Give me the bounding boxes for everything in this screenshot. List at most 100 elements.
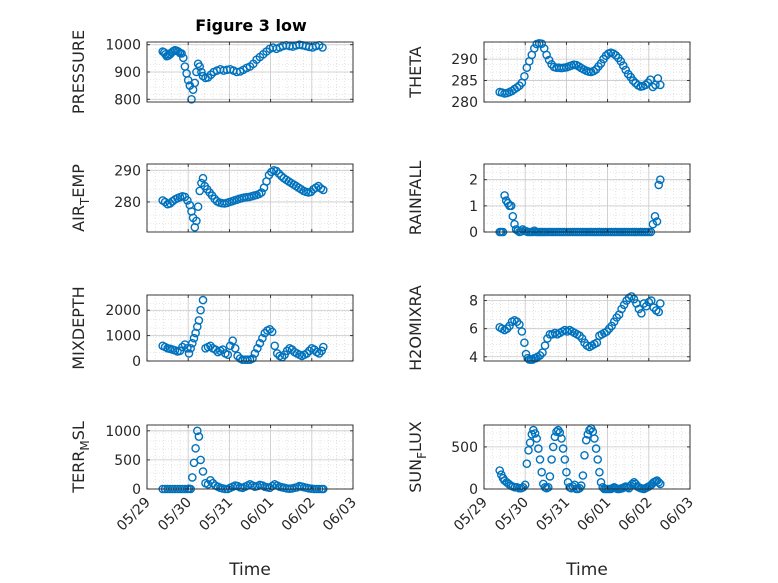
x-tick-label: 05/31 bbox=[196, 495, 236, 535]
data-point bbox=[500, 191, 509, 200]
data-point bbox=[656, 80, 665, 90]
y-axis-label-main: H2OMIXRA bbox=[406, 285, 425, 371]
data-point bbox=[318, 342, 328, 352]
data-point bbox=[609, 317, 619, 327]
data-point bbox=[656, 299, 665, 308]
x-tick-label: 06/02 bbox=[616, 495, 656, 535]
subplot-4: 0 1 2 RAINFALL bbox=[406, 161, 691, 241]
data-point bbox=[520, 72, 529, 81]
y-tick-label: 0 bbox=[132, 354, 141, 370]
y-axis-label: TERRMSL bbox=[69, 421, 92, 494]
data-point bbox=[184, 349, 194, 358]
data-point bbox=[274, 169, 284, 178]
data-point bbox=[547, 455, 556, 464]
data-point bbox=[196, 455, 205, 465]
data-point bbox=[590, 434, 599, 443]
data-point bbox=[223, 350, 233, 360]
data-point bbox=[198, 173, 208, 183]
y-tick-label: 285 bbox=[451, 74, 478, 90]
data-point bbox=[518, 482, 528, 492]
y-axis-label-rest: SL bbox=[69, 421, 88, 440]
data-point bbox=[318, 185, 328, 195]
data-point bbox=[611, 51, 621, 60]
y-tick-label: 290 bbox=[114, 163, 141, 179]
data-point bbox=[557, 434, 566, 443]
y-tick-label: 0 bbox=[132, 482, 141, 498]
y-tick-label: 6 bbox=[469, 322, 478, 338]
data-point bbox=[228, 336, 237, 346]
y-tick-label: 1000 bbox=[105, 38, 141, 54]
data-point bbox=[629, 294, 639, 304]
y-axis-label: PRESSURE bbox=[69, 30, 88, 114]
y-axis-label-main: AIR bbox=[69, 205, 88, 232]
data-point bbox=[525, 438, 535, 448]
data-point bbox=[257, 188, 266, 197]
y-tick-label: 8 bbox=[469, 294, 478, 310]
data-point bbox=[265, 324, 275, 334]
data-point bbox=[595, 467, 604, 477]
data-point bbox=[512, 83, 522, 92]
subplot-5: 0 1000 2000 MIXDEPTH bbox=[69, 286, 354, 370]
data-point bbox=[621, 65, 631, 75]
data-point bbox=[510, 219, 519, 229]
data-point bbox=[560, 455, 570, 464]
y-axis-label-rest: EMP bbox=[69, 164, 88, 198]
data-point bbox=[258, 333, 267, 343]
data-point bbox=[619, 61, 628, 70]
data-point bbox=[314, 349, 324, 358]
data-point bbox=[596, 59, 606, 68]
data-point bbox=[619, 300, 629, 310]
data-point bbox=[652, 217, 662, 226]
data-point bbox=[593, 455, 603, 464]
data-point bbox=[243, 355, 252, 365]
data-point bbox=[641, 80, 650, 90]
data-point bbox=[522, 459, 532, 469]
data-point bbox=[534, 444, 543, 453]
y-axis-label-main: RAINFALL bbox=[406, 161, 425, 236]
y-tick-label: 2 bbox=[469, 173, 478, 189]
data-point bbox=[555, 428, 565, 437]
data-point bbox=[617, 304, 626, 314]
data-point bbox=[306, 187, 316, 197]
y-tick-label: 290 bbox=[451, 52, 478, 68]
data-point bbox=[558, 444, 568, 453]
data-series bbox=[495, 292, 665, 364]
x-axis-label: Time bbox=[565, 560, 608, 580]
data-point bbox=[187, 338, 197, 348]
data-point bbox=[177, 49, 186, 58]
y-axis-label-subscript: F bbox=[415, 452, 429, 459]
data-point bbox=[654, 307, 664, 317]
data-point bbox=[548, 442, 558, 452]
data-point bbox=[186, 343, 195, 353]
y-tick-label: 900 bbox=[114, 65, 141, 81]
y-axis-label-main: SUN bbox=[406, 459, 425, 493]
data-point bbox=[648, 82, 658, 92]
axes-box bbox=[483, 294, 691, 362]
data-point bbox=[537, 39, 547, 49]
data-point bbox=[577, 334, 587, 343]
axes-box bbox=[483, 424, 691, 490]
data-point bbox=[190, 78, 200, 88]
data-point bbox=[272, 166, 281, 176]
y-tick-label: 800 bbox=[114, 92, 141, 108]
y-axis-label-subscript: M bbox=[78, 440, 92, 450]
y-axis-label-main: MIXDEPTH bbox=[69, 286, 88, 369]
data-point bbox=[196, 305, 205, 315]
data-point bbox=[628, 76, 638, 85]
figure-title: Figure 3 low bbox=[195, 16, 307, 35]
data-point bbox=[656, 479, 665, 489]
subplot-2: 280 285 290 THETA bbox=[406, 39, 691, 111]
axes-box bbox=[146, 424, 354, 490]
x-tick-label: 05/30 bbox=[492, 495, 532, 535]
y-tick-label: 1 bbox=[469, 199, 478, 215]
y-axis-label-main: PRESSURE bbox=[69, 30, 88, 114]
data-point bbox=[198, 467, 208, 476]
data-point bbox=[508, 211, 518, 221]
y-tick-label: 2000 bbox=[105, 303, 141, 319]
data-series bbox=[495, 424, 665, 494]
data-point bbox=[191, 443, 200, 453]
data-point bbox=[495, 466, 505, 475]
data-point bbox=[654, 477, 664, 487]
y-axis-label-main: TERR bbox=[69, 451, 88, 494]
